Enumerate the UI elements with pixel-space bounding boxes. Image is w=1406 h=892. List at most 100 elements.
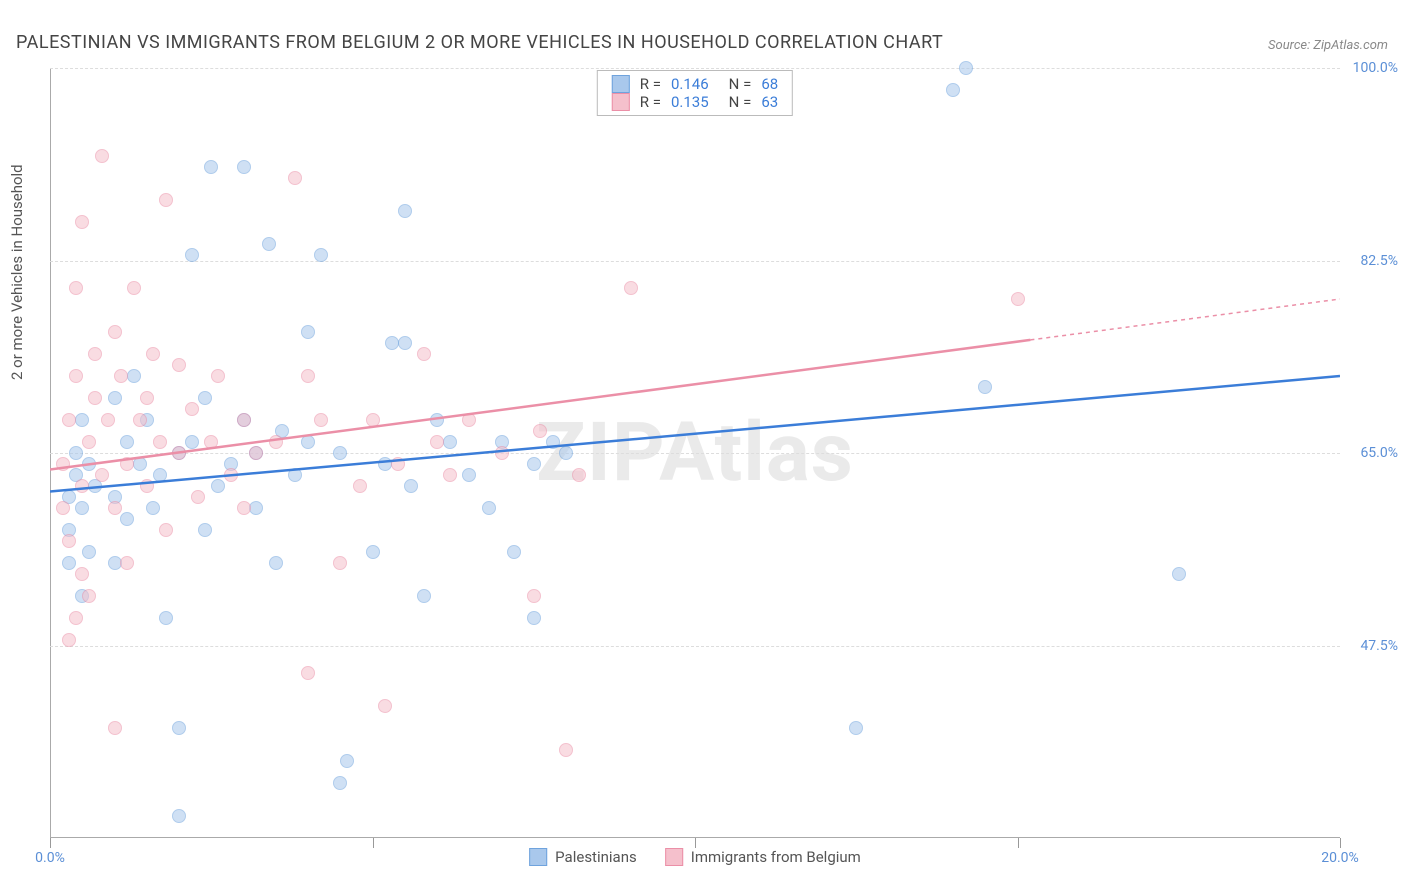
data-point bbox=[559, 743, 573, 757]
data-point bbox=[108, 501, 122, 515]
legend-correlation: R = 0.146 N = 68 R = 0.135 N = 63 bbox=[597, 70, 793, 116]
r-value-palestinians: 0.146 bbox=[671, 75, 709, 93]
data-point bbox=[82, 457, 96, 471]
data-point bbox=[153, 468, 167, 482]
data-point bbox=[185, 248, 199, 262]
data-point bbox=[88, 391, 102, 405]
data-point bbox=[301, 325, 315, 339]
data-point bbox=[237, 160, 251, 174]
y-tick-label: 100.0% bbox=[1353, 60, 1398, 76]
data-point bbox=[211, 369, 225, 383]
chart-area: ZIPAtlas R = 0.146 N = 68 R = 0.135 N = … bbox=[50, 68, 1340, 838]
data-point bbox=[288, 171, 302, 185]
data-point bbox=[120, 435, 134, 449]
data-point bbox=[120, 512, 134, 526]
data-point bbox=[185, 435, 199, 449]
data-point bbox=[75, 479, 89, 493]
data-point bbox=[69, 281, 83, 295]
data-point bbox=[75, 413, 89, 427]
data-point bbox=[507, 545, 521, 559]
data-point bbox=[978, 380, 992, 394]
source-label: Source: ZipAtlas.com bbox=[1268, 38, 1388, 53]
data-point bbox=[69, 446, 83, 460]
data-point bbox=[75, 567, 89, 581]
data-point bbox=[82, 589, 96, 603]
data-point bbox=[133, 457, 147, 471]
r-label: R = bbox=[640, 75, 661, 93]
data-point bbox=[191, 490, 205, 504]
data-point bbox=[62, 556, 76, 570]
data-point bbox=[314, 413, 328, 427]
data-point bbox=[159, 611, 173, 625]
data-point bbox=[108, 325, 122, 339]
data-point bbox=[378, 699, 392, 713]
y-tick-label: 82.5% bbox=[1360, 253, 1398, 269]
n-label: N = bbox=[729, 93, 752, 111]
r-value-belgium: 0.135 bbox=[671, 93, 709, 111]
data-point bbox=[101, 413, 115, 427]
data-point bbox=[443, 435, 457, 449]
data-point bbox=[314, 248, 328, 262]
gridline bbox=[50, 68, 1340, 69]
data-point bbox=[159, 193, 173, 207]
data-point bbox=[262, 237, 276, 251]
data-point bbox=[75, 501, 89, 515]
data-point bbox=[527, 589, 541, 603]
data-point bbox=[120, 457, 134, 471]
data-point bbox=[114, 369, 128, 383]
data-point bbox=[62, 633, 76, 647]
gridline bbox=[50, 261, 1340, 262]
legend-label-belgium: Immigrants from Belgium bbox=[691, 848, 861, 866]
data-point bbox=[69, 611, 83, 625]
data-point bbox=[333, 776, 347, 790]
data-point bbox=[237, 501, 251, 515]
data-point bbox=[398, 336, 412, 350]
legend-series: Palestinians Immigrants from Belgium bbox=[529, 848, 861, 866]
n-label: N = bbox=[729, 75, 752, 93]
x-tick bbox=[1340, 838, 1341, 848]
x-tick bbox=[1018, 838, 1019, 848]
data-point bbox=[108, 391, 122, 405]
data-point bbox=[301, 369, 315, 383]
data-point bbox=[333, 556, 347, 570]
y-tick-label: 47.5% bbox=[1360, 638, 1398, 654]
data-point bbox=[430, 435, 444, 449]
data-point bbox=[120, 556, 134, 570]
data-point bbox=[366, 545, 380, 559]
data-point bbox=[172, 446, 186, 460]
y-tick-label: 65.0% bbox=[1360, 445, 1398, 461]
x-tick bbox=[373, 838, 374, 848]
data-point bbox=[430, 413, 444, 427]
x-tick-label: 0.0% bbox=[35, 850, 65, 866]
data-point bbox=[462, 468, 476, 482]
data-point bbox=[301, 435, 315, 449]
data-point bbox=[391, 457, 405, 471]
data-point bbox=[108, 721, 122, 735]
data-point bbox=[333, 446, 347, 460]
data-point bbox=[133, 413, 147, 427]
data-point bbox=[56, 501, 70, 515]
data-point bbox=[398, 204, 412, 218]
data-point bbox=[204, 435, 218, 449]
data-point bbox=[249, 501, 263, 515]
data-point bbox=[546, 435, 560, 449]
legend-label-palestinians: Palestinians bbox=[555, 848, 637, 866]
data-point bbox=[172, 809, 186, 823]
data-point bbox=[198, 391, 212, 405]
data-point bbox=[1172, 567, 1186, 581]
data-point bbox=[572, 468, 586, 482]
data-point bbox=[849, 721, 863, 735]
data-point bbox=[211, 479, 225, 493]
data-point bbox=[127, 369, 141, 383]
data-point bbox=[959, 61, 973, 75]
data-point bbox=[340, 754, 354, 768]
data-point bbox=[82, 435, 96, 449]
swatch-palestinians bbox=[612, 75, 630, 93]
swatch-belgium bbox=[612, 93, 630, 111]
data-point bbox=[946, 83, 960, 97]
data-point bbox=[69, 369, 83, 383]
data-point bbox=[146, 501, 160, 515]
data-point bbox=[462, 413, 476, 427]
data-point bbox=[159, 523, 173, 537]
data-point bbox=[249, 446, 263, 460]
